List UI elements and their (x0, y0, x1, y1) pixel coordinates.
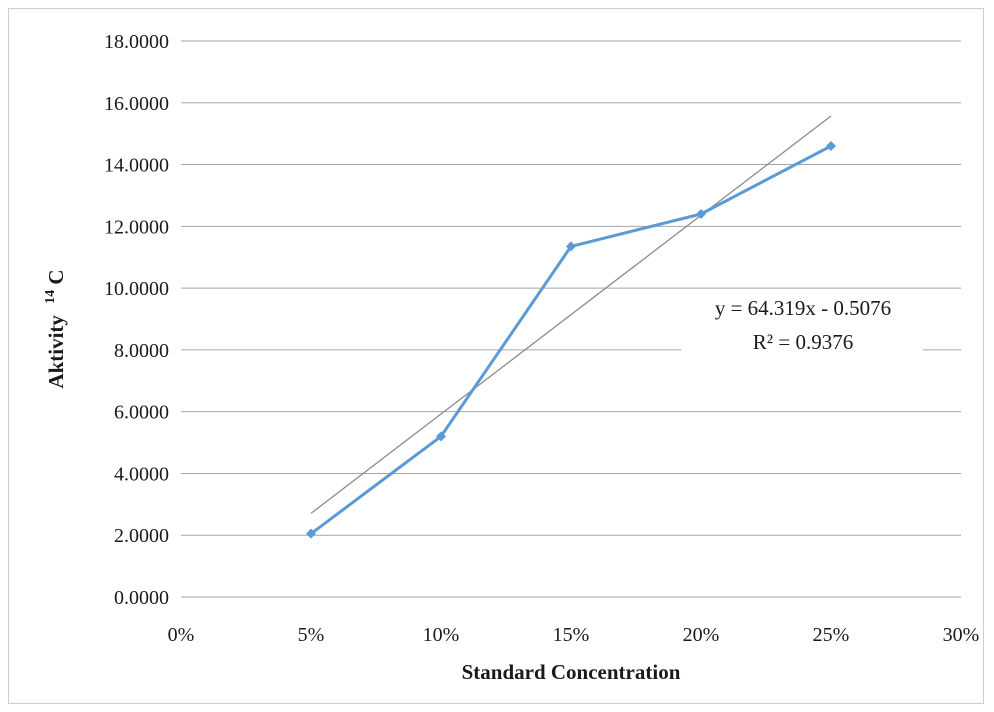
x-tick-label: 15% (553, 624, 590, 646)
y-tick-label: 4.0000 (114, 463, 169, 485)
y-axis-title-superscript: 14 (43, 290, 58, 304)
data-point-marker (826, 141, 836, 152)
x-tick-label: 0% (168, 624, 195, 646)
x-axis-title: Standard Concentration (462, 660, 681, 684)
trendline-equation: y = 64.319x - 0.5076 (715, 296, 891, 320)
y-axis-title-tail: C (44, 269, 68, 284)
x-tick-label: 5% (298, 624, 325, 646)
trendline-r-squared: R² = 0.9376 (753, 330, 853, 354)
x-tick-labels: 0% 5% 10% 15% 20% 25% 30% (168, 624, 980, 646)
y-tick-label: 12.0000 (104, 216, 169, 238)
x-tick-label: 10% (423, 624, 460, 646)
line-chart: 0.0000 2.0000 4.0000 6.0000 8.0000 10.0000 12.… (35, 31, 980, 684)
y-tick-label: 14.0000 (104, 155, 169, 177)
x-tick-label: 20% (683, 624, 720, 646)
data-point-marker (566, 241, 576, 252)
data-point-marker (696, 208, 706, 219)
y-axis-title: Aktivity 14 C (35, 269, 68, 388)
chart-frame: 0.0000 2.0000 4.0000 6.0000 8.0000 10.0000 12.… (8, 8, 984, 704)
y-tick-label: 2.0000 (114, 525, 169, 547)
trendline-layer (310, 115, 832, 514)
y-axis-title-main: Aktivity (44, 315, 68, 389)
data-point-marker (436, 431, 446, 442)
equation-background (681, 291, 923, 361)
y-tick-label: 10.0000 (104, 278, 169, 300)
y-tick-labels: 0.0000 2.0000 4.0000 6.0000 8.0000 10.0000 12.… (104, 31, 169, 609)
x-tick-label: 30% (943, 624, 980, 646)
series-layer (306, 141, 836, 539)
y-tick-label: 0.0000 (114, 587, 169, 609)
trendline (310, 115, 832, 514)
y-tick-label: 6.0000 (114, 402, 169, 424)
y-tick-label: 16.0000 (104, 93, 169, 115)
y-tick-label: 18.0000 (104, 31, 169, 53)
y-tick-label: 8.0000 (114, 340, 169, 362)
data-point-marker (306, 528, 316, 539)
x-tick-label: 25% (813, 624, 850, 646)
